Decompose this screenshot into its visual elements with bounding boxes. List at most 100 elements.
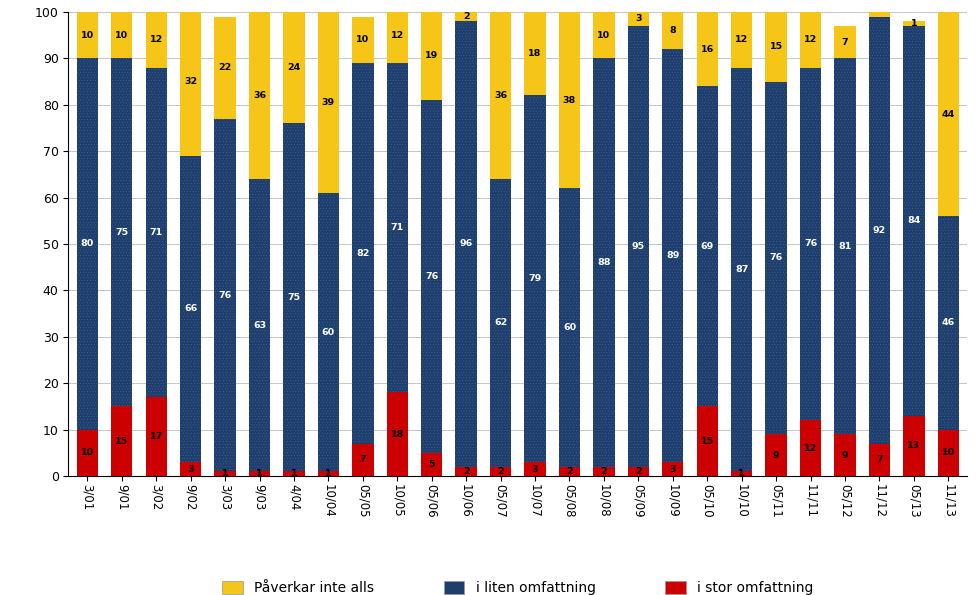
Text: 15: 15 — [701, 437, 714, 446]
Text: 95: 95 — [632, 242, 645, 250]
Text: 46: 46 — [942, 318, 955, 327]
Text: 76: 76 — [219, 290, 232, 299]
Bar — [318, 471, 339, 476]
Text: 19: 19 — [425, 52, 439, 61]
Text: 10: 10 — [597, 30, 611, 40]
Text: 1: 1 — [739, 469, 745, 478]
Bar — [352, 443, 373, 476]
Bar — [765, 82, 786, 434]
Bar — [903, 26, 924, 416]
Text: 3: 3 — [669, 465, 676, 474]
Bar — [421, 12, 443, 100]
Bar — [559, 188, 580, 466]
Text: 2: 2 — [463, 467, 470, 476]
Bar — [559, 12, 580, 188]
Text: 1: 1 — [256, 469, 263, 478]
Text: 1: 1 — [222, 469, 229, 478]
Text: 2: 2 — [566, 467, 573, 476]
Bar — [731, 68, 752, 471]
Bar — [455, 12, 477, 21]
Bar — [387, 63, 408, 393]
Text: 75: 75 — [287, 293, 301, 302]
Bar — [938, 216, 959, 430]
Text: 2: 2 — [601, 467, 608, 476]
Bar — [214, 471, 235, 476]
Bar — [938, 12, 959, 216]
Text: 75: 75 — [115, 228, 128, 237]
Text: 96: 96 — [459, 239, 473, 249]
Bar — [455, 466, 477, 476]
Text: 71: 71 — [391, 223, 404, 232]
Bar — [111, 406, 133, 476]
Text: 9: 9 — [773, 450, 780, 459]
Text: 92: 92 — [872, 226, 886, 234]
Bar — [662, 49, 684, 462]
Text: 76: 76 — [804, 239, 817, 249]
Bar — [593, 12, 615, 58]
Bar — [559, 466, 580, 476]
Bar — [283, 471, 305, 476]
Bar — [903, 21, 924, 26]
Bar — [283, 123, 305, 471]
Bar — [489, 466, 511, 476]
Bar — [627, 12, 649, 26]
Bar — [869, 17, 890, 443]
Bar — [662, 49, 684, 462]
Text: 84: 84 — [908, 216, 920, 226]
Bar — [76, 430, 98, 476]
Text: 12: 12 — [804, 444, 817, 453]
Bar — [111, 12, 133, 58]
Bar — [593, 466, 615, 476]
Bar — [731, 12, 752, 68]
Bar — [525, 95, 546, 462]
Bar — [697, 86, 718, 406]
Bar — [387, 7, 408, 63]
Text: 3: 3 — [188, 465, 193, 474]
Text: 81: 81 — [838, 242, 852, 250]
Bar — [146, 397, 167, 476]
Bar — [525, 462, 546, 476]
Text: 3: 3 — [531, 465, 538, 474]
Bar — [421, 100, 443, 453]
Bar — [283, 123, 305, 471]
Text: 38: 38 — [563, 96, 576, 105]
Bar — [180, 7, 201, 156]
Bar — [627, 466, 649, 476]
Bar — [834, 58, 856, 434]
Bar — [800, 68, 822, 420]
Text: 3: 3 — [635, 14, 642, 23]
Text: 24: 24 — [287, 63, 301, 72]
Bar — [214, 118, 235, 471]
Bar — [146, 12, 167, 68]
Bar — [938, 216, 959, 430]
Bar — [627, 26, 649, 466]
Bar — [146, 68, 167, 397]
Bar — [800, 68, 822, 420]
Bar — [525, 12, 546, 95]
Text: 1: 1 — [290, 469, 297, 478]
Text: 32: 32 — [184, 77, 197, 86]
Text: 60: 60 — [321, 328, 335, 337]
Bar — [800, 420, 822, 476]
Text: 80: 80 — [81, 239, 94, 249]
Bar — [834, 58, 856, 434]
Bar — [214, 17, 235, 118]
Text: 44: 44 — [942, 109, 955, 118]
Text: 7: 7 — [841, 37, 848, 46]
Text: 69: 69 — [701, 242, 714, 250]
Text: 71: 71 — [149, 228, 163, 237]
Text: 82: 82 — [357, 249, 369, 258]
Bar — [318, 12, 339, 193]
Bar — [76, 58, 98, 430]
Bar — [697, 86, 718, 406]
Bar — [869, 0, 890, 17]
Text: 87: 87 — [735, 265, 748, 274]
Text: 1: 1 — [325, 469, 332, 478]
Text: 12: 12 — [391, 30, 404, 40]
Bar — [387, 393, 408, 476]
Text: 10: 10 — [81, 30, 94, 40]
Text: 10: 10 — [357, 35, 369, 44]
Bar — [800, 12, 822, 68]
Text: 12: 12 — [804, 35, 817, 44]
Text: 79: 79 — [529, 274, 541, 283]
